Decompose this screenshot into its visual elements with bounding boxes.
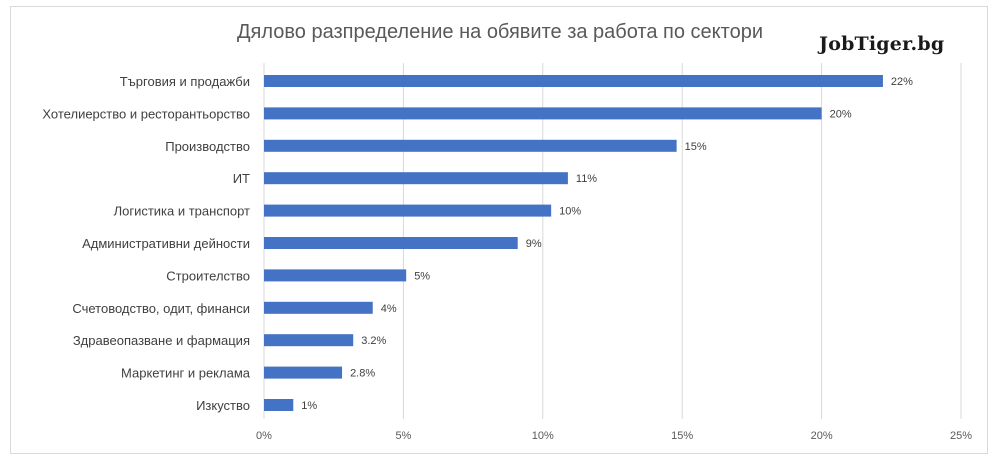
chart-frame: Дялово разпределение на обявите за работ…	[10, 6, 988, 454]
chart-title: Дялово разпределение на обявите за работ…	[236, 21, 764, 43]
bar	[264, 237, 518, 249]
data-label: 22%	[891, 76, 913, 88]
bar	[264, 366, 343, 379]
bar	[264, 301, 373, 314]
data-label: 20%	[830, 108, 852, 120]
x-tick-label: 15%	[671, 430, 693, 442]
category-label: Търговия и продажби	[120, 74, 250, 89]
data-label: 1%	[301, 400, 317, 412]
category-label: Логистика и транспорт	[114, 204, 250, 219]
x-tick-label: 10%	[532, 430, 554, 442]
bar	[264, 107, 822, 120]
bar	[264, 75, 883, 87]
category-label: Маркетинг и реклама	[121, 366, 251, 381]
bar	[264, 269, 407, 282]
x-tick-label: 5%	[395, 430, 411, 442]
data-label: 11%	[576, 173, 597, 185]
category-label: Здравеопазване и фармация	[73, 333, 250, 348]
data-label: 10%	[559, 206, 581, 218]
category-label: Строителство	[166, 268, 250, 283]
category-label: Производство	[165, 139, 250, 154]
jobtiger-logo: JobTiger.bg	[819, 33, 945, 55]
bar	[264, 204, 552, 217]
data-label: 15%	[685, 141, 707, 153]
category-label: Счетоводство, одит, финанси	[72, 301, 250, 316]
bar	[264, 139, 677, 152]
category-label: Хотелиерство и ресторантьорство	[42, 106, 250, 121]
x-axis-tick-labels: 0% 5% 10% 15% 20% 25%	[256, 430, 972, 442]
x-tick-label: 20%	[811, 430, 833, 442]
bar	[264, 172, 568, 185]
x-tick-label: 0%	[256, 430, 272, 442]
category-labels: Търговия и продажби Хотелиерство и рестор…	[42, 74, 250, 413]
category-label: Административни дейности	[82, 236, 250, 251]
bar	[264, 399, 294, 411]
bar	[264, 334, 354, 347]
data-label: 9%	[526, 238, 542, 250]
value-labels: 22% 20% 15% 11% 10% 9% 5% 4% 3.2% 2.8% 1%	[301, 76, 913, 412]
category-label: ИТ	[233, 171, 250, 186]
bar-chart: Търговия и продажби Хотелиерство и рестор…	[42, 63, 972, 442]
x-tick-label: 25%	[950, 430, 972, 442]
bars	[264, 75, 883, 411]
data-label: 3.2%	[361, 335, 386, 347]
data-label: 2.8%	[350, 368, 375, 380]
data-label: 4%	[381, 303, 397, 315]
data-label: 5%	[414, 270, 430, 282]
category-label: Изкуство	[196, 398, 250, 413]
